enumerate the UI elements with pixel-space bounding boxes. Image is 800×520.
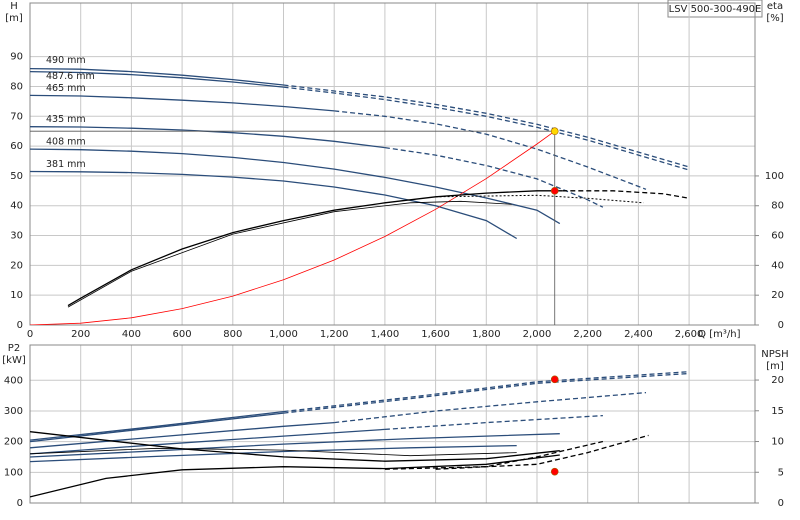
duty-point bbox=[550, 187, 559, 195]
x-tick-label: 1,400 bbox=[371, 329, 400, 340]
y-tick-label: 300 bbox=[4, 406, 23, 417]
duty-point bbox=[550, 375, 559, 384]
y-tick-label: 0 bbox=[17, 498, 23, 509]
y-tick-label: 200 bbox=[4, 437, 23, 448]
x-tick-label: 1,200 bbox=[320, 329, 349, 340]
y-axis-title: H bbox=[10, 1, 18, 12]
curve bbox=[30, 421, 335, 449]
curve bbox=[283, 371, 690, 413]
x-tick-label: 2,000 bbox=[523, 329, 552, 340]
curve bbox=[30, 70, 284, 88]
y-axis-title: P2 bbox=[8, 343, 20, 354]
y2-tick-label: 0 bbox=[778, 320, 784, 331]
y-tick-label: 20 bbox=[10, 260, 23, 271]
x-tick-label: 800 bbox=[223, 329, 242, 340]
curve bbox=[67, 200, 512, 308]
curve bbox=[67, 190, 563, 307]
y-tick-label: 40 bbox=[10, 201, 23, 212]
y2-tick-label: 80 bbox=[771, 201, 784, 212]
y-tick-label: 50 bbox=[10, 171, 23, 182]
curve bbox=[562, 190, 690, 199]
y-axis-unit: [kW] bbox=[2, 355, 26, 366]
y2-axis-title: eta bbox=[767, 1, 783, 12]
y2-tick-label: 15 bbox=[771, 406, 784, 417]
x-tick-label: 200 bbox=[71, 329, 90, 340]
model-box bbox=[667, 0, 763, 18]
curve bbox=[283, 84, 690, 168]
curve-label: 408 mm bbox=[46, 137, 86, 148]
y2-axis-unit: [%] bbox=[766, 13, 783, 24]
curve bbox=[334, 110, 647, 190]
y2-tick-label: 40 bbox=[771, 260, 784, 271]
y2-axis-title: NPSH bbox=[761, 349, 788, 360]
y-tick-label: 70 bbox=[10, 111, 23, 122]
y-tick-label: 80 bbox=[10, 81, 23, 92]
y-tick-label: 30 bbox=[10, 231, 23, 242]
y-tick-label: 10 bbox=[10, 290, 23, 301]
plot-frame bbox=[29, 344, 756, 504]
x-tick-label: 1,000 bbox=[269, 329, 298, 340]
curve bbox=[30, 148, 561, 225]
x-tick-label: 1,800 bbox=[472, 329, 501, 340]
x-tick-label: 400 bbox=[122, 329, 141, 340]
curve bbox=[30, 444, 517, 463]
curve bbox=[283, 372, 690, 414]
y-tick-label: 90 bbox=[10, 52, 23, 63]
y-tick-label: 400 bbox=[4, 375, 23, 386]
y2-tick-label: 10 bbox=[771, 437, 784, 448]
y2-tick-label: 20 bbox=[771, 290, 784, 301]
duty-point bbox=[550, 467, 559, 476]
x-axis-title: Q [m³/h] bbox=[698, 329, 740, 340]
curve bbox=[384, 146, 604, 208]
y-tick-label: 60 bbox=[10, 141, 23, 152]
y-axis-unit: [m] bbox=[5, 13, 23, 24]
curve bbox=[30, 94, 335, 112]
curve bbox=[30, 454, 560, 498]
x-tick-label: 600 bbox=[173, 329, 192, 340]
series-group bbox=[30, 371, 690, 498]
curve bbox=[435, 434, 649, 470]
curve bbox=[30, 130, 555, 325]
y-tick-label: 0 bbox=[17, 320, 23, 331]
curve bbox=[384, 414, 603, 431]
x-tick-label: 2,200 bbox=[573, 329, 602, 340]
curve bbox=[30, 410, 284, 441]
series-group bbox=[30, 67, 690, 325]
model-label: LSV 500-300-490E bbox=[669, 4, 762, 15]
y2-tick-label: 100 bbox=[765, 171, 784, 182]
curve-label: 435 mm bbox=[46, 114, 86, 125]
curve bbox=[384, 440, 604, 470]
curve bbox=[30, 447, 517, 457]
curve-label: 381 mm bbox=[46, 159, 86, 170]
y-tick-label: 100 bbox=[4, 467, 23, 478]
curve-label: 465 mm bbox=[46, 83, 86, 94]
curve bbox=[283, 86, 690, 171]
curve bbox=[334, 391, 647, 424]
x-tick-label: 2,400 bbox=[624, 329, 653, 340]
y2-axis-unit: [m] bbox=[766, 361, 784, 372]
curve bbox=[30, 433, 560, 458]
x-tick-label: 0 bbox=[27, 329, 33, 340]
x-tick-label: 2,600 bbox=[675, 329, 704, 340]
plot-frame bbox=[29, 2, 756, 326]
curve bbox=[435, 194, 644, 204]
y2-tick-label: 60 bbox=[771, 231, 784, 242]
curve bbox=[30, 431, 560, 462]
curve bbox=[30, 428, 385, 455]
x-tick-label: 1,600 bbox=[421, 329, 450, 340]
curve bbox=[30, 170, 518, 240]
curve-label: 487.6 mm bbox=[46, 71, 95, 82]
duty-point bbox=[550, 127, 559, 136]
curve-label: 490 mm bbox=[46, 55, 86, 66]
curve bbox=[30, 67, 284, 86]
y2-tick-label: 20 bbox=[771, 375, 784, 386]
y2-tick-label: 5 bbox=[778, 467, 784, 478]
y2-tick-label: 0 bbox=[778, 498, 784, 509]
